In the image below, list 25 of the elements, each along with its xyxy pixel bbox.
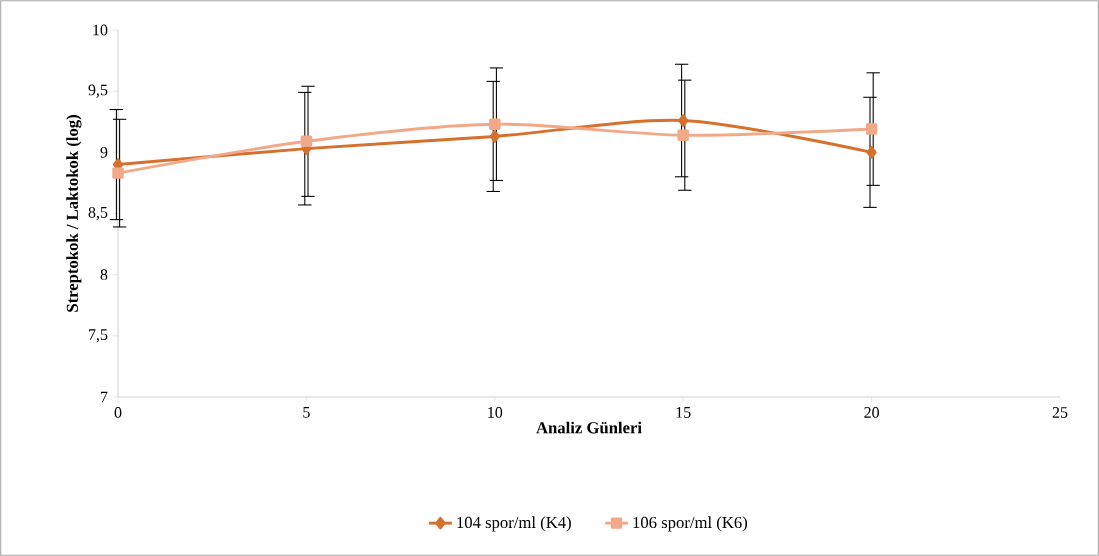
point (112, 167, 124, 179)
x-axis-title: Analiz Günleri (536, 421, 642, 434)
x-tick-label: 5 (303, 407, 310, 418)
point (865, 123, 878, 135)
x-tick-label: 10 (488, 407, 503, 418)
y-tick-label: 9 (100, 146, 108, 158)
point (678, 114, 689, 127)
y-axis-title: Streptokok / Laktokok (log) (66, 115, 82, 312)
x-tick-label: 0 (114, 407, 122, 418)
point (866, 146, 877, 159)
x-tick-label: 15 (676, 407, 691, 418)
y-tick-label: 8,5 (88, 206, 108, 221)
x-tick-label: 20 (864, 407, 879, 418)
point (300, 135, 313, 148)
point (677, 129, 689, 141)
legend-label: 104 spor/ml (K4) (457, 516, 571, 532)
point (489, 130, 500, 143)
x-tick-label: 25 (1052, 407, 1068, 418)
legend-label: 106 spor/ml (K6) (633, 516, 748, 532)
y-tick-label: 10 (93, 24, 108, 36)
point (489, 118, 501, 130)
y-tick-label: 7 (101, 391, 108, 403)
y-tick-label: 7,5 (89, 329, 108, 343)
y-tick-label: 8 (100, 269, 108, 281)
y-tick-label: 9,5 (88, 84, 108, 98)
